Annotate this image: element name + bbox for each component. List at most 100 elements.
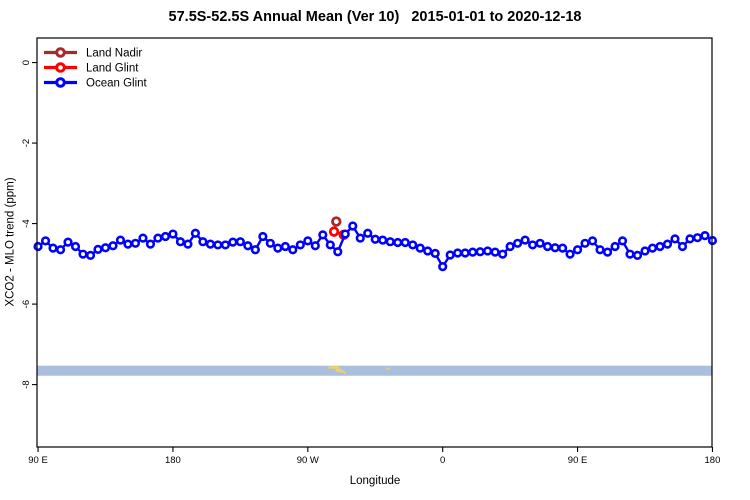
ocean-glint-marker (460, 248, 470, 258)
ocean-glint-marker (475, 247, 485, 257)
ocean-glint-marker (408, 240, 418, 250)
legend-label-land-nadir: Land Nadir (86, 48, 142, 60)
ocean-glint-marker (640, 246, 650, 256)
ocean-glint-marker (647, 243, 658, 253)
ocean-glint-marker (243, 241, 253, 251)
legend-label-land-glint: Land Glint (86, 63, 139, 75)
map-land-speck (331, 365, 339, 369)
ocean-glint-marker (108, 241, 118, 251)
ocean-glint-marker (183, 239, 193, 249)
ocean-glint-marker (662, 239, 673, 249)
ocean-glint-marker (190, 228, 201, 238)
ocean-glint-marker (348, 221, 358, 231)
ocean-glint-marker (602, 247, 613, 257)
ocean-glint-marker (63, 237, 73, 247)
ocean-glint-marker (565, 249, 575, 259)
ocean-glint-marker (160, 231, 171, 242)
ocean-glint-marker (355, 233, 365, 243)
x-tick-label: 180 (705, 455, 721, 466)
ocean-glint-marker (168, 229, 178, 239)
ocean-glint-marker (115, 235, 126, 245)
ocean-glint-marker (685, 234, 695, 244)
ocean-glint-marker (40, 236, 51, 246)
ocean-glint-marker (483, 246, 493, 256)
ocean-glint-marker (33, 241, 43, 252)
ocean-glint-marker (692, 233, 703, 243)
y-tick-label: -6 (21, 300, 32, 308)
ocean-glint-marker (445, 250, 455, 260)
ocean-glint-marker (153, 233, 163, 243)
ocean-glint-marker (123, 239, 133, 249)
ocean-glint-marker (513, 238, 523, 248)
legend-marker-land-nadir (55, 47, 66, 58)
ocean-glint-marker (288, 245, 298, 255)
ocean-glint-marker (655, 241, 665, 252)
x-tick-label: 90 E (28, 455, 48, 466)
ocean-glint-marker (333, 247, 343, 257)
ocean-glint-marker (250, 245, 260, 255)
ocean-glint-marker (363, 228, 373, 238)
ocean-glint-marker (490, 247, 500, 257)
ocean-glint-marker (325, 240, 335, 250)
ocean-glint-marker (468, 247, 478, 257)
ocean-glint-marker (400, 237, 410, 248)
ocean-glint-marker (220, 240, 230, 250)
ocean-glint-marker (520, 235, 530, 245)
ocean-glint-marker (550, 243, 560, 253)
ocean-glint-marker (610, 241, 620, 252)
ocean-glint-marker (175, 237, 186, 247)
ocean-glint-marker (100, 243, 111, 253)
ocean-glint-marker (632, 250, 643, 260)
ocean-glint-marker (70, 241, 81, 252)
ocean-glint-marker (535, 238, 545, 248)
ocean-glint-marker (557, 243, 568, 253)
ocean-glint-marker (385, 237, 395, 247)
ocean-glint-marker (145, 239, 156, 249)
ocean-glint-marker (505, 241, 515, 252)
map-land-speck (335, 368, 342, 372)
ocean-glint-marker (310, 241, 320, 251)
ocean-glint-marker (340, 229, 350, 239)
x-tick-label: 90 E (568, 455, 588, 466)
legend-marker-ocean-glint (55, 77, 66, 88)
x-tick-label: 180 (165, 455, 181, 466)
ocean-glint-marker (617, 236, 628, 246)
ocean-glint-marker (423, 246, 433, 256)
ocean-glint-marker (542, 241, 553, 252)
ocean-glint-marker (438, 262, 448, 272)
map-land-speck (340, 370, 345, 373)
ocean-glint-marker (205, 239, 215, 249)
x-axis-title: Longitude (349, 475, 401, 487)
x-tick-label: 90 W (297, 455, 319, 466)
ocean-glint-marker (587, 236, 598, 246)
y-axis-title: XCO2 - MLO trend (ppm) (4, 177, 17, 307)
ocean-glint-marker (85, 250, 96, 260)
latitude-map-band (37, 365, 712, 376)
ocean-glint-marker (378, 235, 388, 245)
ocean-glint-marker (280, 241, 290, 252)
ocean-glint-marker (453, 248, 463, 258)
ocean-glint-marker (228, 237, 238, 247)
legend-marker-land-glint (55, 62, 66, 73)
ocean-glint-marker (213, 240, 223, 250)
ocean-glint-marker (670, 234, 680, 244)
ocean-glint-marker (303, 236, 313, 246)
ocean-glint-marker (580, 238, 590, 248)
ocean-glint-marker (235, 237, 245, 247)
ocean-glint-marker (93, 244, 103, 254)
y-tick-label: -8 (21, 380, 32, 388)
map-land-speck (328, 366, 334, 369)
ocean-glint-marker (595, 245, 605, 255)
ocean-glint-marker (625, 249, 635, 259)
ocean-glint-marker (700, 231, 710, 241)
land-glint-marker (328, 226, 340, 237)
ocean-glint-marker (295, 240, 305, 250)
ocean-glint-marker (430, 248, 440, 258)
ocean-glint-marker (415, 243, 425, 253)
ocean-glint-marker (273, 243, 283, 253)
ocean-glint-marker (498, 249, 508, 259)
ocean-glint-marker (198, 237, 208, 247)
ocean-glint-marker (265, 238, 275, 248)
